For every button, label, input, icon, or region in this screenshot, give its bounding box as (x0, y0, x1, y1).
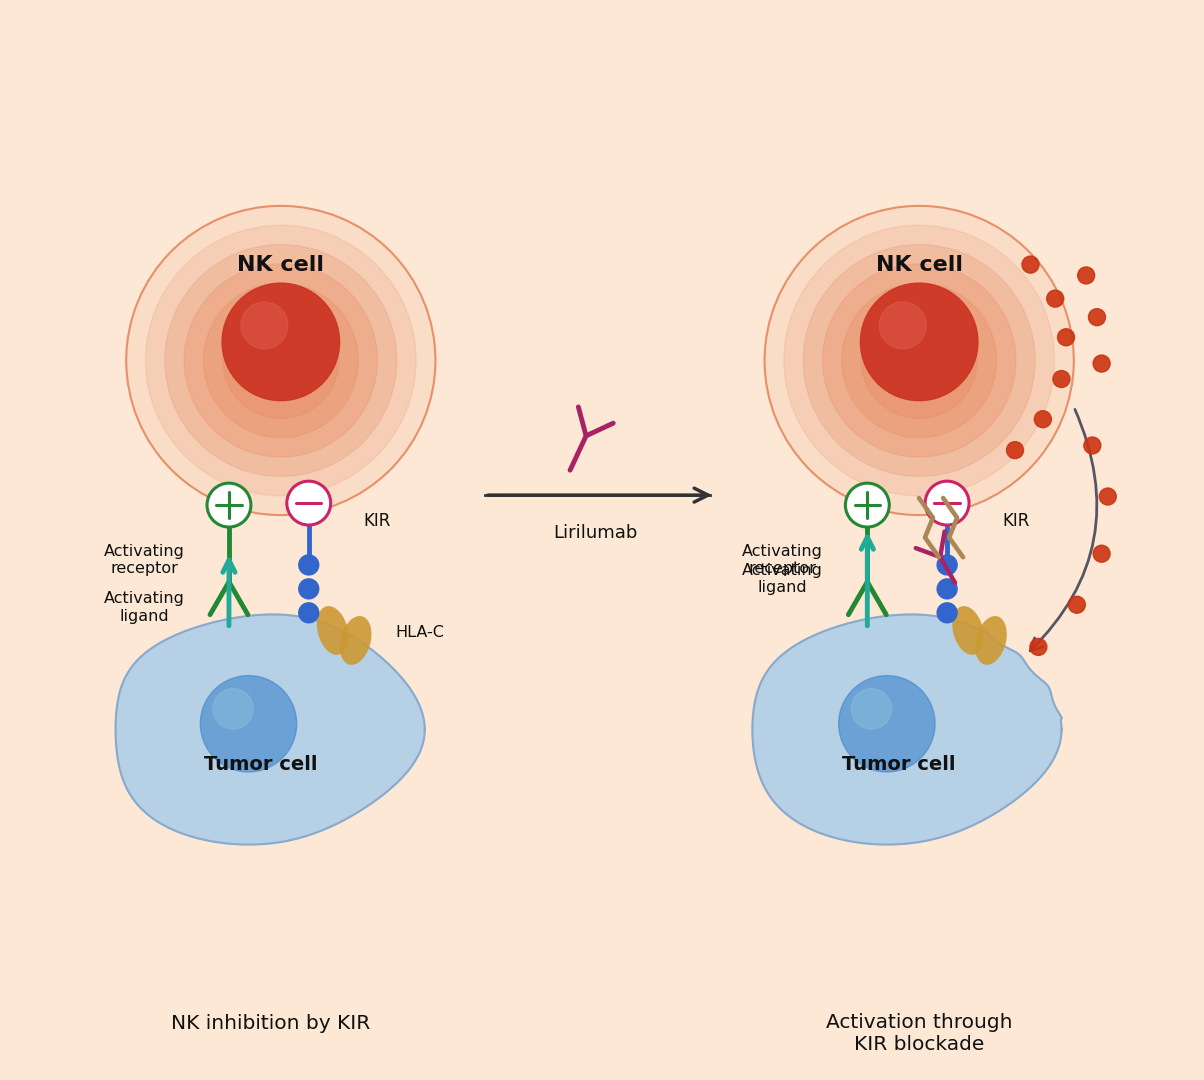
Circle shape (1054, 370, 1070, 388)
Circle shape (203, 283, 358, 437)
FancyArrowPatch shape (1031, 409, 1097, 651)
Circle shape (1093, 545, 1110, 563)
Circle shape (765, 206, 1074, 515)
Ellipse shape (340, 616, 372, 665)
Circle shape (1093, 355, 1110, 372)
Circle shape (880, 322, 958, 400)
Circle shape (839, 676, 936, 772)
Circle shape (784, 226, 1055, 496)
Ellipse shape (975, 616, 1007, 665)
Text: Activating
ligand: Activating ligand (742, 563, 824, 595)
Circle shape (851, 689, 892, 729)
Circle shape (184, 264, 378, 457)
Text: Lirilumab: Lirilumab (553, 524, 637, 542)
Circle shape (200, 676, 296, 772)
Ellipse shape (952, 606, 984, 654)
Circle shape (1046, 291, 1064, 307)
Text: Tumor cell: Tumor cell (205, 755, 318, 774)
Circle shape (1007, 442, 1023, 459)
Circle shape (845, 483, 890, 527)
Circle shape (213, 689, 253, 729)
Text: Activating
receptor: Activating receptor (104, 543, 184, 576)
Circle shape (222, 283, 340, 401)
Circle shape (1022, 256, 1039, 273)
Text: Activating
ligand: Activating ligand (104, 592, 184, 624)
Circle shape (1099, 488, 1116, 505)
Circle shape (287, 482, 331, 525)
Circle shape (899, 341, 938, 380)
Circle shape (165, 244, 397, 476)
Circle shape (299, 603, 319, 623)
Circle shape (241, 302, 288, 349)
Text: Activating
receptor: Activating receptor (742, 543, 824, 576)
Circle shape (842, 283, 997, 437)
Circle shape (146, 226, 417, 496)
Polygon shape (116, 615, 425, 845)
Circle shape (223, 302, 338, 418)
Text: Tumor cell: Tumor cell (843, 755, 956, 774)
Circle shape (803, 244, 1035, 476)
Circle shape (299, 555, 319, 575)
Text: HLA-C: HLA-C (396, 625, 444, 640)
Circle shape (126, 206, 436, 515)
Circle shape (242, 322, 319, 400)
Circle shape (1057, 328, 1074, 346)
Circle shape (861, 283, 978, 401)
Circle shape (299, 579, 319, 598)
Circle shape (879, 302, 926, 349)
Text: NK cell: NK cell (875, 255, 963, 274)
Text: Activation through
KIR blockade: Activation through KIR blockade (826, 1013, 1013, 1054)
Circle shape (937, 555, 957, 575)
Circle shape (261, 341, 300, 380)
Circle shape (1034, 410, 1051, 428)
Circle shape (937, 603, 957, 623)
Circle shape (1029, 638, 1046, 656)
Text: NK inhibition by KIR: NK inhibition by KIR (171, 1014, 371, 1034)
Circle shape (937, 579, 957, 598)
Text: NK cell: NK cell (237, 255, 324, 274)
Circle shape (925, 482, 969, 525)
Circle shape (822, 264, 1016, 457)
Circle shape (861, 302, 978, 418)
Circle shape (1084, 437, 1100, 454)
Ellipse shape (317, 606, 348, 654)
Circle shape (207, 483, 250, 527)
Text: KIR: KIR (364, 512, 391, 530)
Circle shape (1088, 309, 1105, 326)
Circle shape (1068, 596, 1085, 613)
Polygon shape (752, 615, 1062, 845)
Text: KIR: KIR (1002, 512, 1029, 530)
Circle shape (1078, 267, 1094, 284)
